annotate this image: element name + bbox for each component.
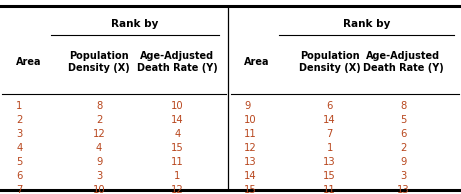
- Text: 3: 3: [96, 171, 102, 181]
- Text: 2: 2: [96, 115, 102, 125]
- Text: 6: 6: [400, 129, 407, 139]
- Text: 7: 7: [326, 129, 333, 139]
- Text: 13: 13: [244, 157, 257, 167]
- Text: 11: 11: [323, 184, 336, 194]
- Text: Area: Area: [244, 57, 270, 67]
- Text: 4: 4: [96, 143, 102, 153]
- Text: 14: 14: [244, 171, 257, 181]
- Text: 5: 5: [16, 157, 23, 167]
- Text: 15: 15: [244, 184, 257, 194]
- Text: 9: 9: [400, 157, 407, 167]
- Text: 7: 7: [16, 184, 23, 194]
- Text: Rank by: Rank by: [343, 19, 390, 29]
- Text: 3: 3: [400, 171, 407, 181]
- Text: Age-Adjusted
Death Rate (Y): Age-Adjusted Death Rate (Y): [363, 51, 444, 73]
- Text: 5: 5: [400, 115, 407, 125]
- Text: 1: 1: [16, 101, 23, 111]
- Text: 10: 10: [93, 184, 106, 194]
- Text: Age-Adjusted
Death Rate (Y): Age-Adjusted Death Rate (Y): [137, 51, 218, 73]
- Text: 6: 6: [16, 171, 23, 181]
- Text: Rank by: Rank by: [111, 19, 159, 29]
- Text: 12: 12: [244, 143, 257, 153]
- Text: 1: 1: [326, 143, 333, 153]
- Text: 2: 2: [16, 115, 23, 125]
- Text: 8: 8: [96, 101, 102, 111]
- Text: 9: 9: [96, 157, 102, 167]
- Text: Area: Area: [16, 57, 41, 67]
- Text: 13: 13: [323, 157, 336, 167]
- Text: 14: 14: [323, 115, 336, 125]
- Text: 9: 9: [244, 101, 251, 111]
- Text: 15: 15: [323, 171, 336, 181]
- Text: 11: 11: [244, 129, 257, 139]
- Text: 10: 10: [171, 101, 184, 111]
- Text: Population
Density (X): Population Density (X): [299, 51, 361, 73]
- Text: 13: 13: [397, 184, 410, 194]
- Text: 3: 3: [16, 129, 23, 139]
- Text: 6: 6: [326, 101, 333, 111]
- Text: 14: 14: [171, 115, 184, 125]
- Text: 10: 10: [244, 115, 257, 125]
- Text: Population
Density (X): Population Density (X): [68, 51, 130, 73]
- Text: 4: 4: [174, 129, 181, 139]
- Text: 12: 12: [171, 184, 184, 194]
- Text: 15: 15: [171, 143, 184, 153]
- Text: 4: 4: [16, 143, 23, 153]
- Text: 1: 1: [174, 171, 181, 181]
- Text: 12: 12: [93, 129, 106, 139]
- Text: 2: 2: [400, 143, 407, 153]
- Text: 8: 8: [400, 101, 407, 111]
- Text: 11: 11: [171, 157, 184, 167]
